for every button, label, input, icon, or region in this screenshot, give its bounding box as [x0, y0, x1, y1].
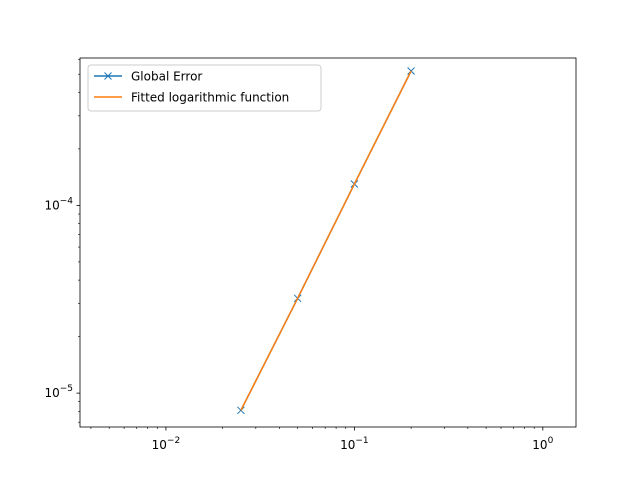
legend: Global Error Fitted logarithmic function [87, 64, 322, 112]
series-line-1 [240, 70, 412, 411]
plot-area [237, 67, 415, 415]
data-point-marker [237, 406, 245, 415]
legend-label: Fitted logarithmic function [131, 91, 289, 105]
legend-swatch-marker [104, 72, 112, 80]
axes-frame [79, 57, 577, 428]
legend-label: Global Error [131, 70, 202, 84]
legend-box [87, 64, 322, 112]
